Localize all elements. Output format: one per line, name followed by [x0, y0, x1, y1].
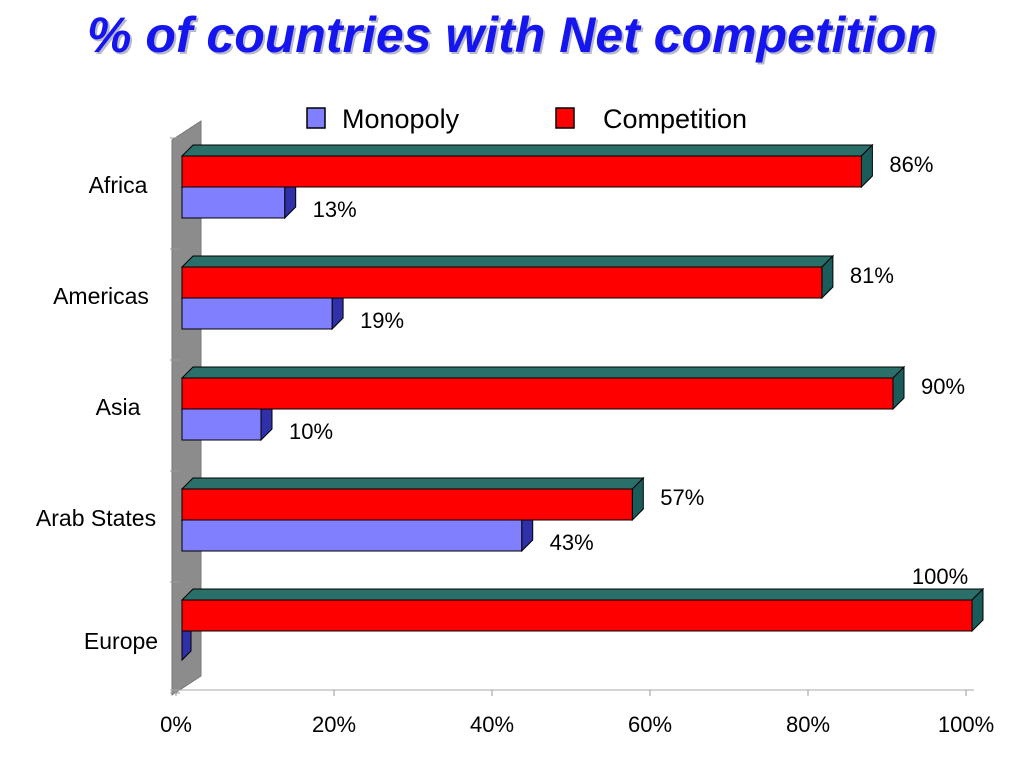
competition-bar-arab-states	[181, 488, 633, 521]
competition-bar-europe-top	[180, 588, 985, 601]
monopoly-value-arab-states: 43%	[550, 530, 594, 555]
competition-value-asia: 90%	[921, 374, 965, 399]
x-tick-label-60: 60%	[628, 712, 672, 737]
chart-title: % of countries with Net competition	[86, 7, 938, 63]
monopoly-bar-americas	[181, 297, 333, 330]
x-tick-label-80: 80%	[786, 712, 830, 737]
category-label-arab-states: Arab States	[36, 505, 156, 531]
x-tick-label-100: 100%	[938, 712, 994, 737]
competition-bar-arab-states-top	[180, 477, 645, 490]
competition-value-europe: 100%	[912, 564, 968, 589]
category-label-europe: Europe	[84, 628, 158, 654]
competition-value-americas: 81%	[850, 263, 894, 288]
monopoly-bar-arab-states	[181, 519, 523, 552]
competition-bar-americas-top	[180, 255, 835, 268]
legend-label-competition: Competition	[603, 104, 747, 134]
competition-value-africa: 86%	[889, 152, 933, 177]
x-tick-label-40: 40%	[470, 712, 514, 737]
legend-swatch-competition	[555, 107, 575, 129]
legend-swatch-monopoly	[306, 107, 326, 129]
category-label-africa: Africa	[89, 172, 148, 198]
x-tick-label-20: 20%	[312, 712, 356, 737]
monopoly-bar-asia	[181, 408, 262, 441]
monopoly-value-africa: 13%	[313, 197, 357, 222]
monopoly-value-asia: 10%	[289, 419, 333, 444]
monopoly-bar-africa	[181, 186, 286, 219]
competition-bar-europe	[181, 599, 973, 632]
legend-label-monopoly: Monopoly	[342, 104, 460, 134]
category-label-americas: Americas	[53, 283, 149, 309]
competition-bar-africa-top	[180, 144, 874, 157]
x-tick-label-0: 0%	[160, 712, 192, 737]
competition-bar-africa	[181, 155, 862, 188]
competition-bar-asia-top	[180, 366, 906, 379]
monopoly-value-americas: 19%	[360, 308, 404, 333]
competition-bar-americas	[181, 266, 823, 299]
competition-value-arab-states: 57%	[660, 485, 704, 510]
competition-bar-asia	[181, 377, 894, 410]
category-label-asia: Asia	[96, 394, 141, 420]
